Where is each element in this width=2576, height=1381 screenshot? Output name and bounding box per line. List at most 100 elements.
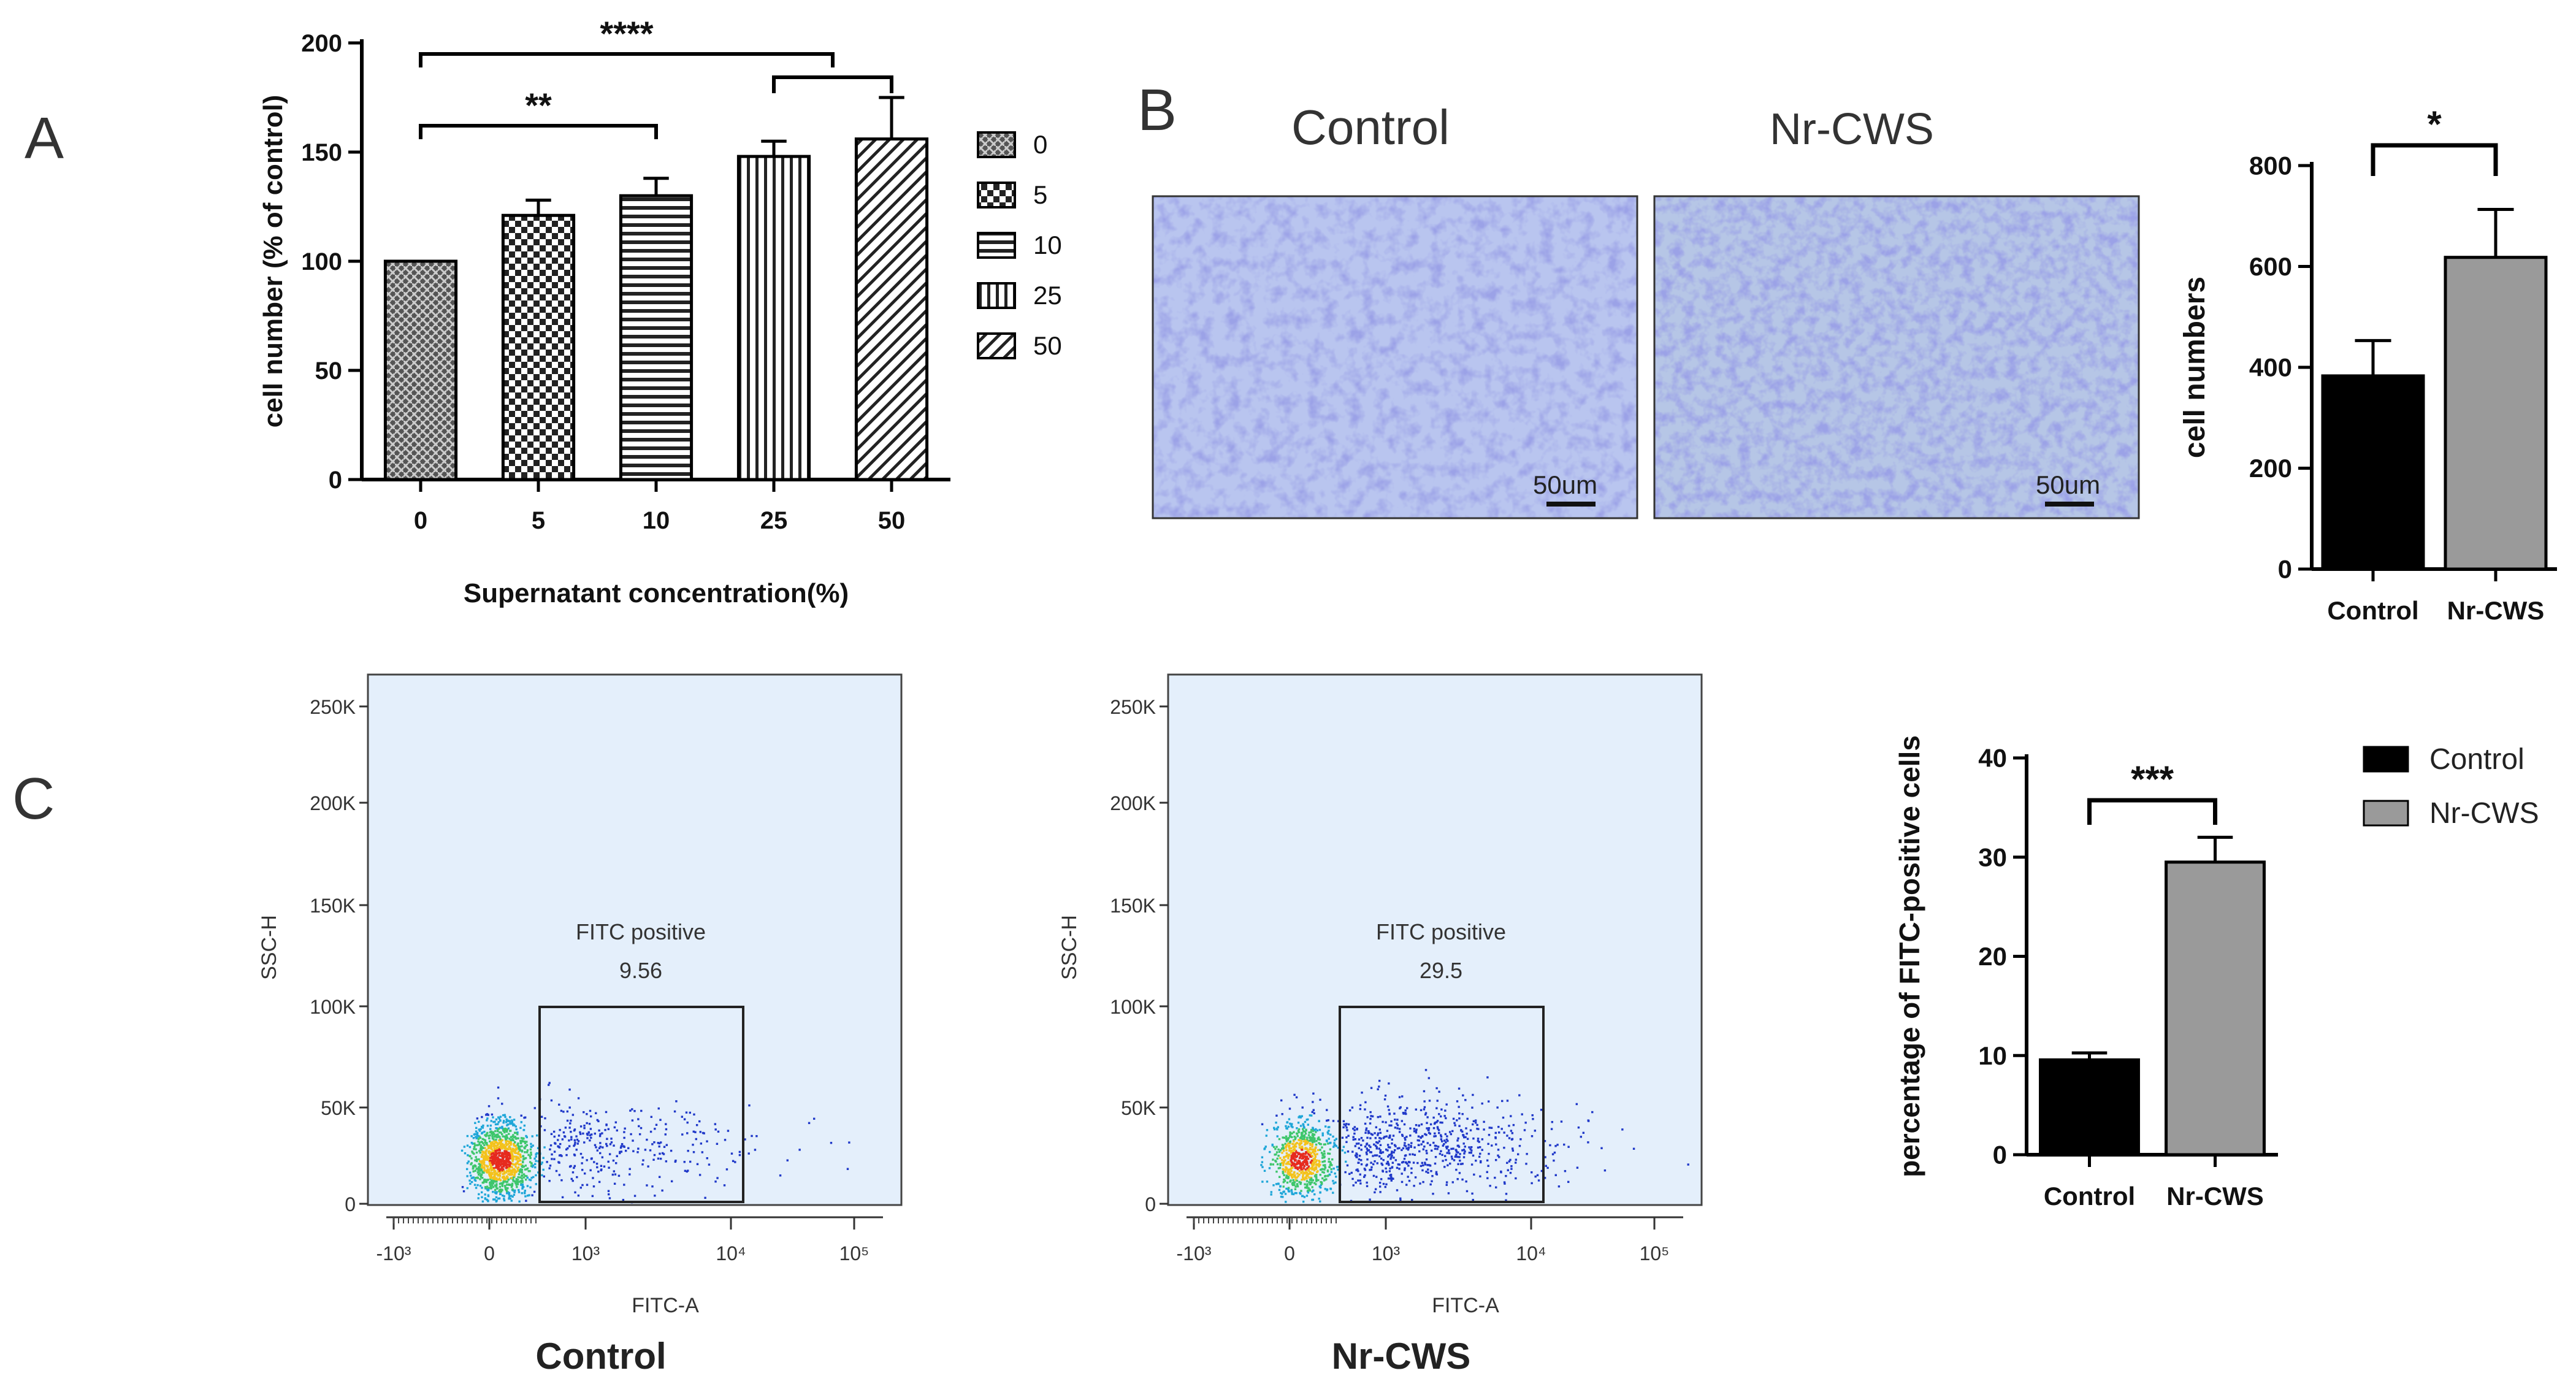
scatter-point	[1300, 1168, 1302, 1171]
scatter-point	[714, 1128, 717, 1131]
scatter-point	[1401, 1149, 1403, 1152]
scatter-point	[1564, 1169, 1567, 1173]
scatter-point	[523, 1157, 526, 1160]
scatter-point	[487, 1200, 489, 1203]
scatter-point	[486, 1198, 488, 1201]
scatter-point	[1427, 1171, 1429, 1174]
scatter-point	[1288, 1190, 1291, 1193]
scatter-point	[1313, 1162, 1315, 1165]
scatter-point	[1277, 1126, 1279, 1128]
scatter-point	[1409, 1127, 1412, 1130]
micrograph-nrcws-border	[1653, 195, 2140, 519]
scatter-point	[1403, 1123, 1406, 1126]
gate-value: 29.5	[1420, 958, 1462, 983]
scatter-point	[597, 1120, 600, 1123]
scatter-point	[725, 1168, 728, 1171]
scatter-point	[1488, 1127, 1491, 1129]
scatter-point	[531, 1165, 534, 1168]
scatter-point	[488, 1147, 491, 1149]
scatter-point	[1331, 1158, 1334, 1161]
scatter-point	[494, 1130, 497, 1133]
scatter-point	[1518, 1144, 1521, 1147]
scatter-point	[492, 1198, 495, 1201]
scatter-point	[519, 1154, 522, 1157]
scatter-point	[1285, 1149, 1288, 1152]
scatter-point	[1336, 1166, 1339, 1168]
scatter-point	[519, 1148, 521, 1150]
scatter-point	[530, 1142, 532, 1146]
scatter-point	[1369, 1122, 1372, 1125]
scatter-point	[502, 1165, 505, 1168]
scatter-point	[481, 1161, 484, 1164]
scatter-point	[1359, 1104, 1362, 1107]
scatter-point	[1503, 1131, 1505, 1134]
scatter-point	[1390, 1176, 1393, 1178]
scatter-point	[613, 1126, 616, 1129]
scatter-point	[1290, 1179, 1292, 1182]
scatter-point	[1445, 1146, 1448, 1148]
scatter-point	[1391, 1154, 1393, 1157]
scatter-point	[1351, 1177, 1354, 1180]
scatter-point	[1320, 1143, 1322, 1146]
scatter-point	[521, 1177, 523, 1180]
scatter-point	[1479, 1175, 1481, 1178]
scatter-point	[1369, 1198, 1371, 1201]
scatter-point	[474, 1122, 476, 1124]
scatter-point	[1279, 1185, 1282, 1188]
scatter-point	[1325, 1119, 1328, 1122]
scatter-point	[461, 1186, 464, 1188]
scatter-point	[463, 1146, 466, 1148]
scatter-point	[1432, 1193, 1434, 1195]
scatter-point	[1440, 1138, 1443, 1141]
scatter-point	[1294, 1152, 1296, 1155]
scatter-point	[1360, 1144, 1363, 1146]
scatter-point	[1289, 1131, 1291, 1134]
scatter-point	[520, 1114, 522, 1117]
scatter-point	[1575, 1103, 1578, 1106]
scatter-point	[505, 1175, 508, 1178]
y-axis-label: percentage of FITC-positive cells	[1894, 735, 1925, 1177]
scatter-point	[1435, 1145, 1437, 1147]
scatter-point	[1307, 1168, 1310, 1171]
scatter-point	[751, 1134, 753, 1138]
scatter-point	[561, 1196, 564, 1199]
scatter-point	[1299, 1155, 1302, 1157]
scatter-point	[1434, 1122, 1437, 1124]
scatter-point	[1316, 1153, 1318, 1155]
scatter-point	[1372, 1155, 1374, 1157]
scatter-point	[1298, 1144, 1301, 1146]
scatter-point	[1402, 1147, 1405, 1150]
scatter-point	[1577, 1126, 1580, 1129]
scatter-point	[1291, 1173, 1294, 1176]
scatter-point	[472, 1170, 475, 1173]
scatter-point	[1447, 1146, 1449, 1148]
scatter-point	[1282, 1147, 1285, 1150]
scatter-point	[1327, 1174, 1329, 1177]
scatter-point	[1278, 1138, 1281, 1141]
scatter-point	[1483, 1128, 1485, 1131]
scatter-point	[476, 1131, 479, 1134]
scatter-point	[493, 1167, 495, 1169]
scatter-point	[1408, 1153, 1411, 1156]
scatter-point	[1313, 1182, 1316, 1184]
scatter-point	[1305, 1187, 1309, 1189]
scatter-point	[692, 1144, 694, 1146]
scatter-point	[779, 1174, 782, 1177]
scatter-point	[1309, 1147, 1312, 1149]
scatter-point	[1389, 1174, 1391, 1177]
scatter-point	[1480, 1160, 1482, 1163]
scatter-point	[606, 1138, 608, 1140]
scatter-point	[1287, 1160, 1290, 1163]
scatter-point	[510, 1195, 513, 1197]
bar	[736, 155, 811, 481]
scatter-point	[1356, 1168, 1359, 1171]
scatter-point	[1310, 1152, 1312, 1155]
scatter-point	[1410, 1142, 1413, 1144]
scatter-point	[1435, 1121, 1438, 1123]
legend-swatch	[977, 332, 1016, 359]
scatter-point	[1500, 1128, 1503, 1130]
scatter-point	[1374, 1160, 1376, 1163]
scatter-point	[1313, 1168, 1315, 1170]
scatter-point	[1300, 1153, 1302, 1155]
scatter-point	[1305, 1177, 1308, 1180]
